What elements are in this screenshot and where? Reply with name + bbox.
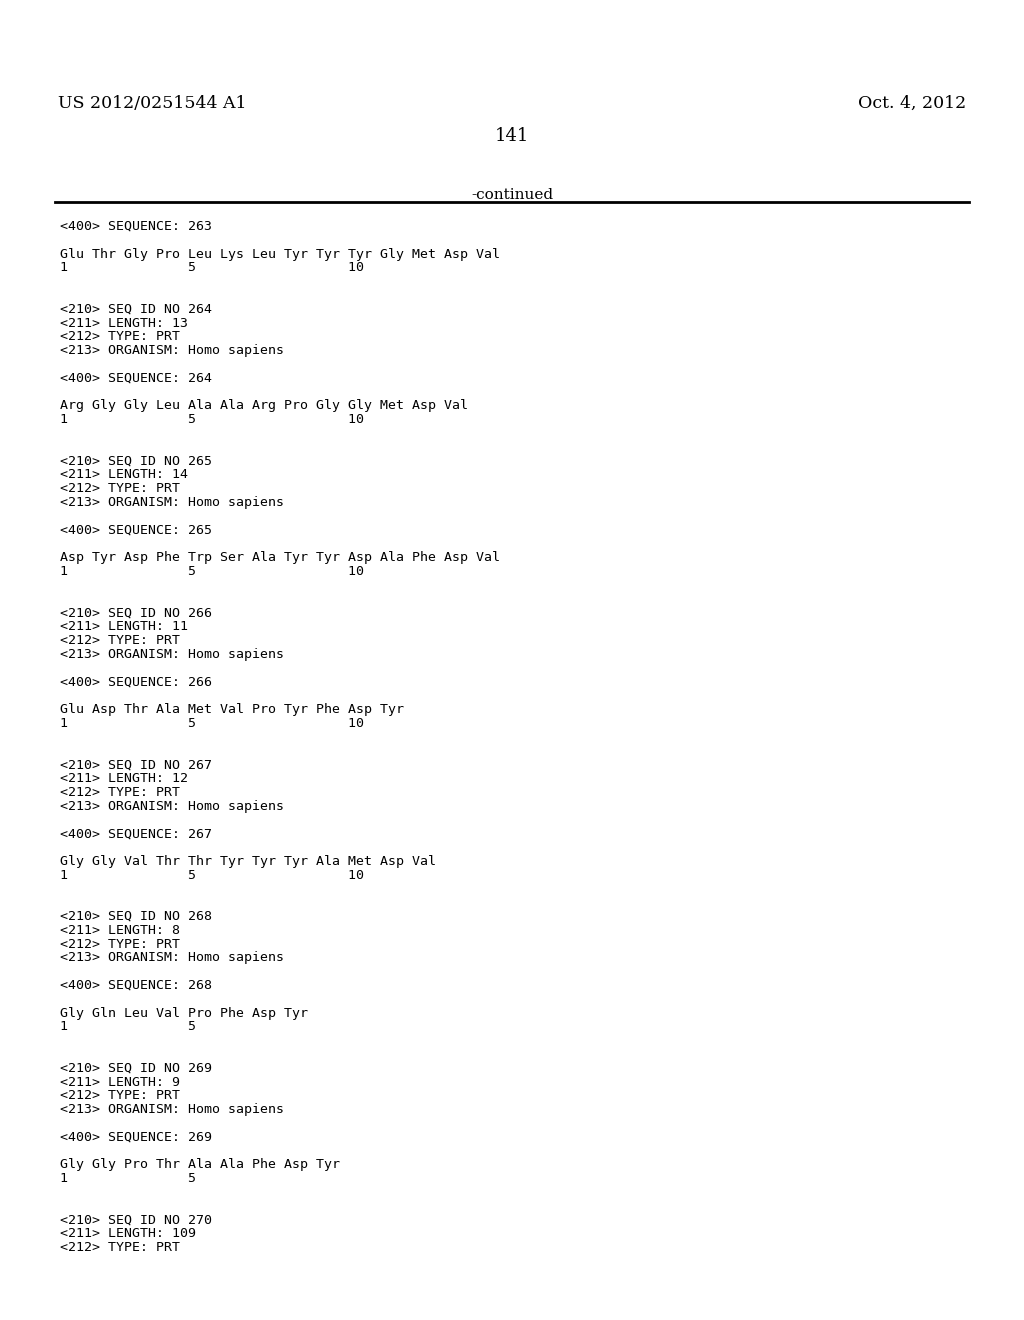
Text: <213> ORGANISM: Homo sapiens: <213> ORGANISM: Homo sapiens	[60, 800, 284, 813]
Text: <212> TYPE: PRT: <212> TYPE: PRT	[60, 634, 180, 647]
Text: <212> TYPE: PRT: <212> TYPE: PRT	[60, 1089, 180, 1102]
Text: <210> SEQ ID NO 266: <210> SEQ ID NO 266	[60, 606, 212, 619]
Text: 1               5                   10: 1 5 10	[60, 565, 364, 578]
Text: Gly Gly Val Thr Thr Tyr Tyr Tyr Ala Met Asp Val: Gly Gly Val Thr Thr Tyr Tyr Tyr Ala Met …	[60, 855, 436, 867]
Text: <400> SEQUENCE: 265: <400> SEQUENCE: 265	[60, 524, 212, 537]
Text: <212> TYPE: PRT: <212> TYPE: PRT	[60, 330, 180, 343]
Text: Glu Thr Gly Pro Leu Lys Leu Tyr Tyr Tyr Gly Met Asp Val: Glu Thr Gly Pro Leu Lys Leu Tyr Tyr Tyr …	[60, 248, 500, 260]
Text: <213> ORGANISM: Homo sapiens: <213> ORGANISM: Homo sapiens	[60, 1104, 284, 1117]
Text: <210> SEQ ID NO 267: <210> SEQ ID NO 267	[60, 758, 212, 771]
Text: <211> LENGTH: 9: <211> LENGTH: 9	[60, 1076, 180, 1089]
Text: <211> LENGTH: 11: <211> LENGTH: 11	[60, 620, 188, 634]
Text: 1               5: 1 5	[60, 1172, 196, 1185]
Text: <400> SEQUENCE: 266: <400> SEQUENCE: 266	[60, 676, 212, 689]
Text: <211> LENGTH: 13: <211> LENGTH: 13	[60, 317, 188, 330]
Text: <400> SEQUENCE: 263: <400> SEQUENCE: 263	[60, 220, 212, 234]
Text: US 2012/0251544 A1: US 2012/0251544 A1	[58, 95, 247, 112]
Text: <400> SEQUENCE: 269: <400> SEQUENCE: 269	[60, 1131, 212, 1144]
Text: 1               5                   10: 1 5 10	[60, 261, 364, 275]
Text: Glu Asp Thr Ala Met Val Pro Tyr Phe Asp Tyr: Glu Asp Thr Ala Met Val Pro Tyr Phe Asp …	[60, 704, 404, 715]
Text: <213> ORGANISM: Homo sapiens: <213> ORGANISM: Homo sapiens	[60, 496, 284, 510]
Text: <210> SEQ ID NO 268: <210> SEQ ID NO 268	[60, 909, 212, 923]
Text: <400> SEQUENCE: 267: <400> SEQUENCE: 267	[60, 828, 212, 841]
Text: Oct. 4, 2012: Oct. 4, 2012	[858, 95, 966, 112]
Text: <211> LENGTH: 12: <211> LENGTH: 12	[60, 772, 188, 785]
Text: <213> ORGANISM: Homo sapiens: <213> ORGANISM: Homo sapiens	[60, 345, 284, 358]
Text: -continued: -continued	[471, 187, 553, 202]
Text: <211> LENGTH: 109: <211> LENGTH: 109	[60, 1228, 196, 1241]
Text: 1               5: 1 5	[60, 1020, 196, 1034]
Text: 1               5                   10: 1 5 10	[60, 717, 364, 730]
Text: <212> TYPE: PRT: <212> TYPE: PRT	[60, 785, 180, 799]
Text: <400> SEQUENCE: 268: <400> SEQUENCE: 268	[60, 979, 212, 993]
Text: <213> ORGANISM: Homo sapiens: <213> ORGANISM: Homo sapiens	[60, 648, 284, 661]
Text: Asp Tyr Asp Phe Trp Ser Ala Tyr Tyr Asp Ala Phe Asp Val: Asp Tyr Asp Phe Trp Ser Ala Tyr Tyr Asp …	[60, 552, 500, 564]
Text: <210> SEQ ID NO 265: <210> SEQ ID NO 265	[60, 454, 212, 467]
Text: <210> SEQ ID NO 270: <210> SEQ ID NO 270	[60, 1213, 212, 1226]
Text: Gly Gly Pro Thr Ala Ala Phe Asp Tyr: Gly Gly Pro Thr Ala Ala Phe Asp Tyr	[60, 1159, 340, 1171]
Text: 141: 141	[495, 127, 529, 145]
Text: Gly Gln Leu Val Pro Phe Asp Tyr: Gly Gln Leu Val Pro Phe Asp Tyr	[60, 1007, 308, 1019]
Text: 1               5                   10: 1 5 10	[60, 869, 364, 882]
Text: Arg Gly Gly Leu Ala Ala Arg Pro Gly Gly Met Asp Val: Arg Gly Gly Leu Ala Ala Arg Pro Gly Gly …	[60, 400, 468, 412]
Text: <213> ORGANISM: Homo sapiens: <213> ORGANISM: Homo sapiens	[60, 952, 284, 965]
Text: <211> LENGTH: 8: <211> LENGTH: 8	[60, 924, 180, 937]
Text: <210> SEQ ID NO 264: <210> SEQ ID NO 264	[60, 302, 212, 315]
Text: 1               5                   10: 1 5 10	[60, 413, 364, 426]
Text: <211> LENGTH: 14: <211> LENGTH: 14	[60, 469, 188, 482]
Text: <210> SEQ ID NO 269: <210> SEQ ID NO 269	[60, 1061, 212, 1074]
Text: <212> TYPE: PRT: <212> TYPE: PRT	[60, 482, 180, 495]
Text: <212> TYPE: PRT: <212> TYPE: PRT	[60, 937, 180, 950]
Text: <400> SEQUENCE: 264: <400> SEQUENCE: 264	[60, 372, 212, 385]
Text: <212> TYPE: PRT: <212> TYPE: PRT	[60, 1241, 180, 1254]
